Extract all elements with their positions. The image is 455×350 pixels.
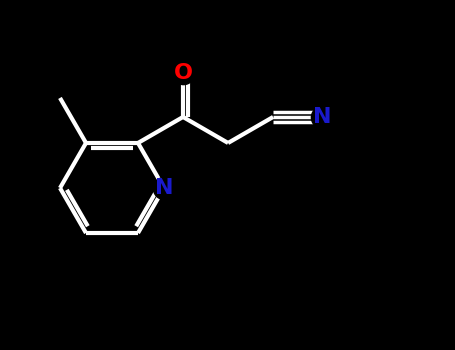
Text: N: N (313, 107, 332, 127)
Text: N: N (155, 178, 173, 198)
Text: O: O (173, 63, 192, 83)
